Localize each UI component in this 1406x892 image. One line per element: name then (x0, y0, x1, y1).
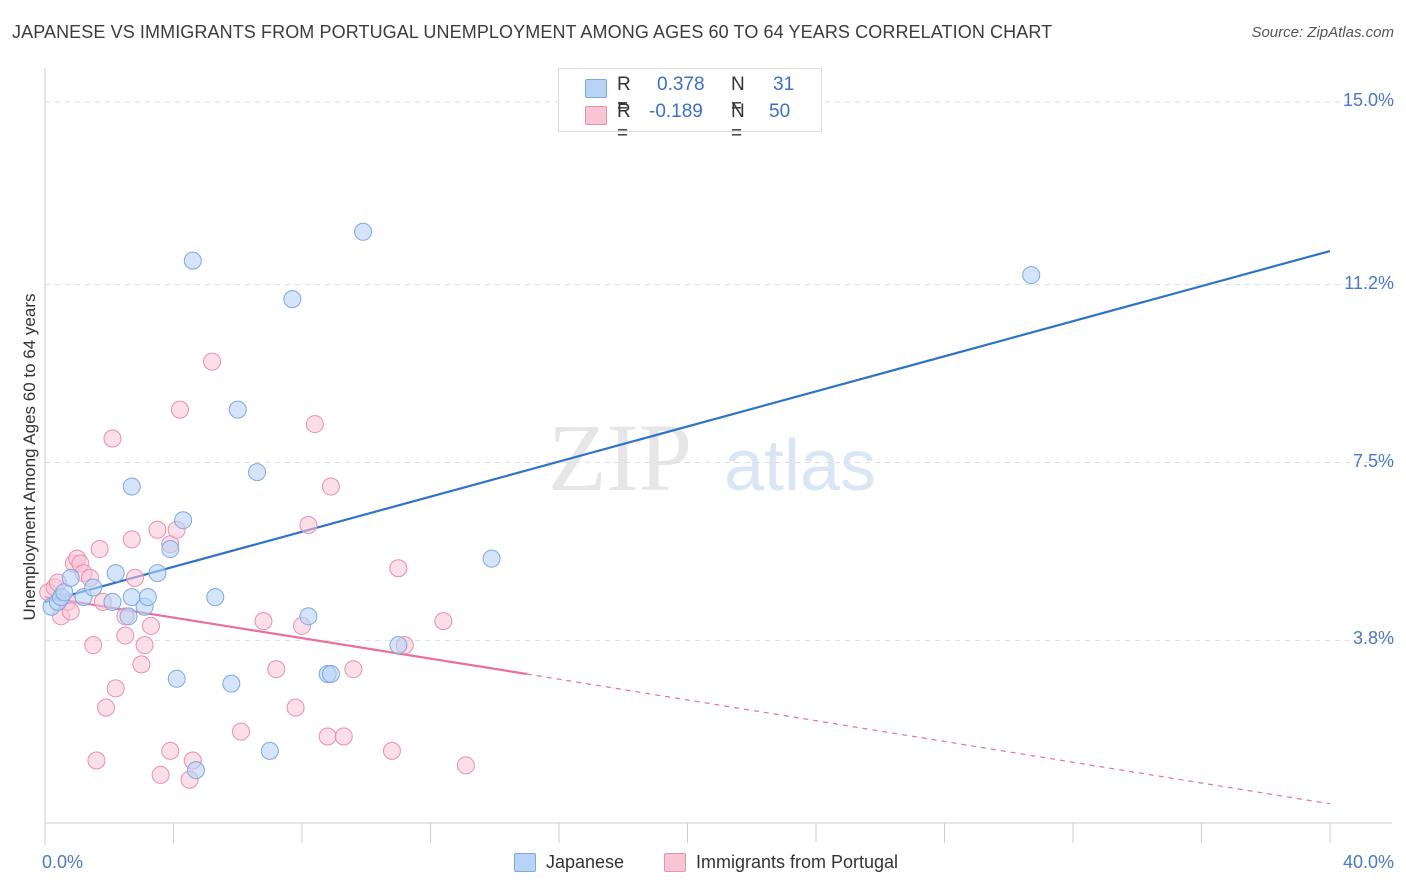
n-value: 50 (769, 101, 791, 122)
point-portugal (90, 540, 109, 559)
point-japanese (84, 578, 103, 597)
watermark-atlas: atlas (724, 426, 876, 506)
point-portugal (254, 612, 273, 631)
point-japanese (260, 741, 279, 760)
point-japanese (206, 588, 225, 607)
japanese-legend-swatch (514, 853, 536, 872)
r-value: 0.378 (657, 74, 705, 95)
point-portugal (125, 568, 144, 587)
chart-title: JAPANESE VS IMMIGRANTS FROM PORTUGAL UNE… (12, 22, 1053, 42)
point-portugal (321, 477, 340, 496)
point-japanese (138, 588, 157, 607)
point-portugal (267, 660, 286, 679)
point-portugal (203, 352, 222, 371)
point-japanese (119, 607, 138, 626)
r-label: R = (617, 101, 631, 144)
n-label: N = (731, 74, 745, 117)
japanese-swatch (585, 79, 607, 98)
data-points (39, 222, 1041, 789)
trend-line-japanese (44, 249, 1331, 603)
portugal-legend-swatch (664, 853, 686, 872)
axes (44, 68, 1392, 845)
point-portugal (132, 655, 151, 674)
point-portugal (148, 520, 167, 539)
y-tick-label: 3.8% (1352, 628, 1394, 649)
legend-label-japanese: Japanese (546, 852, 625, 872)
point-portugal (170, 400, 189, 419)
point-japanese (161, 540, 180, 559)
point-portugal (116, 626, 135, 645)
x-tick-max: 40.0% (1342, 852, 1394, 872)
point-japanese (299, 607, 318, 626)
y-tick-label: 7.5% (1352, 450, 1394, 471)
point-portugal (456, 756, 475, 775)
point-portugal (286, 698, 305, 717)
r-value: -0.189 (649, 101, 703, 122)
point-portugal (434, 612, 453, 631)
trend-lines (44, 249, 1331, 805)
point-japanese (222, 674, 241, 693)
point-japanese (61, 568, 80, 587)
point-japanese (1022, 266, 1041, 285)
point-japanese (354, 222, 373, 241)
point-japanese (228, 400, 247, 419)
r-label: R = (617, 74, 631, 117)
watermark-zip: ZIP (548, 404, 692, 511)
n-value: 31 (773, 74, 795, 95)
source-label: Source: ZipAtlas.com (1251, 24, 1394, 41)
stats-legend: R = 0.378 N = 31 R = -0.189 N = 50 (558, 68, 822, 144)
point-portugal (161, 741, 180, 760)
point-portugal (344, 660, 363, 679)
point-portugal (318, 727, 337, 746)
grid-lines (45, 101, 1392, 641)
point-portugal (305, 415, 324, 434)
point-portugal (151, 765, 170, 784)
portugal-swatch (585, 106, 607, 125)
point-portugal (389, 559, 408, 578)
point-portugal (299, 516, 318, 534)
point-japanese (183, 251, 202, 270)
point-portugal (382, 741, 401, 760)
point-japanese (248, 463, 267, 482)
point-japanese (389, 636, 408, 655)
point-portugal (97, 698, 116, 717)
trend-line-portugal-extrapolated (526, 673, 1331, 805)
point-portugal (122, 530, 141, 549)
point-portugal (106, 679, 125, 698)
point-japanese (167, 669, 186, 688)
point-japanese (122, 477, 141, 496)
point-portugal (231, 722, 250, 741)
x-tick-min: 0.0% (42, 852, 84, 872)
point-japanese (103, 592, 122, 611)
point-japanese (482, 549, 501, 568)
point-japanese (148, 564, 167, 583)
point-portugal (103, 429, 122, 448)
point-japanese (186, 761, 205, 780)
point-portugal (334, 727, 353, 746)
point-japanese (174, 511, 193, 530)
y-tick-label: 11.2% (1344, 272, 1394, 293)
point-japanese (106, 564, 125, 583)
legend-label-portugal: Immigrants from Portugal (696, 852, 899, 872)
point-japanese (321, 665, 340, 683)
y-tick-label: 15.0% (1342, 90, 1394, 111)
point-portugal (61, 602, 80, 621)
point-portugal (142, 616, 161, 635)
point-portugal (84, 636, 103, 655)
point-portugal (87, 751, 106, 770)
point-japanese (283, 290, 302, 309)
n-label: N = (731, 101, 745, 144)
point-portugal (135, 636, 154, 655)
